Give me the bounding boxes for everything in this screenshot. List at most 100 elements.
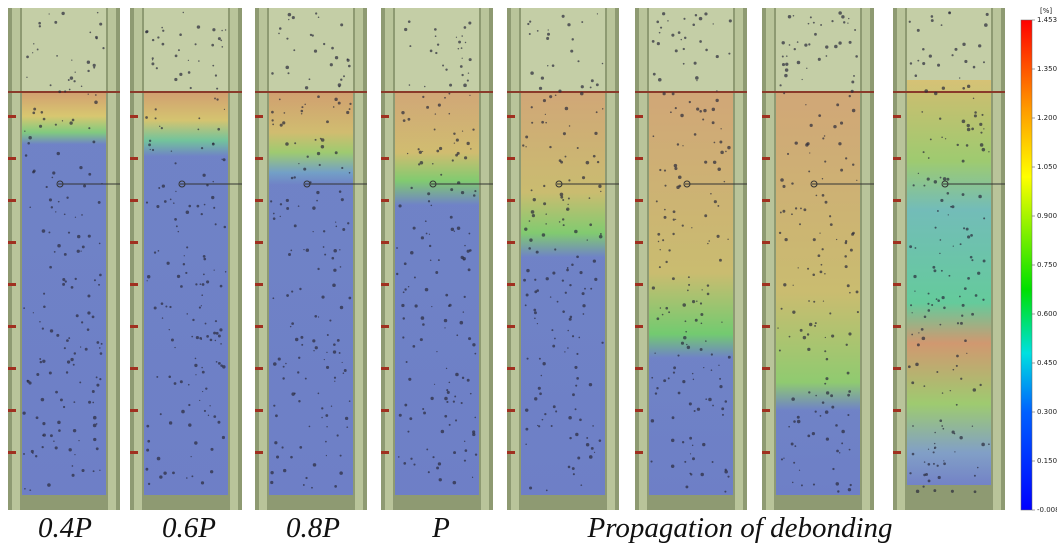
speckle xyxy=(156,205,159,208)
speckle xyxy=(547,65,548,66)
speckle xyxy=(171,338,174,341)
speckle xyxy=(47,483,51,487)
speckle xyxy=(699,17,703,21)
speckle xyxy=(964,339,967,342)
speckle xyxy=(654,353,655,354)
speckle xyxy=(310,34,312,36)
speckle xyxy=(934,443,935,444)
speckle xyxy=(327,334,329,336)
speckle xyxy=(55,211,56,212)
speckle xyxy=(841,430,845,434)
speckle xyxy=(438,259,440,261)
speckle xyxy=(545,114,546,115)
speckle xyxy=(797,416,800,419)
speckle-area xyxy=(395,8,479,92)
speckle xyxy=(50,434,53,437)
speckle xyxy=(169,306,171,308)
speckle xyxy=(826,55,828,57)
speckle xyxy=(695,319,698,322)
scale-mark xyxy=(8,451,16,454)
speckle xyxy=(799,223,801,225)
speckle xyxy=(408,286,409,287)
speckle xyxy=(567,330,569,332)
speckle xyxy=(562,199,564,201)
speckle xyxy=(36,416,39,419)
speckle xyxy=(202,283,205,286)
speckle xyxy=(218,362,221,365)
speckle xyxy=(300,336,303,339)
speckle xyxy=(159,126,160,127)
speckle xyxy=(180,285,183,288)
speckle xyxy=(39,321,41,323)
speckle xyxy=(539,87,542,90)
speckle xyxy=(69,89,71,91)
speckle xyxy=(943,177,947,181)
speckle xyxy=(154,307,157,310)
speckle xyxy=(326,352,327,353)
speckle xyxy=(323,230,325,232)
speckle xyxy=(309,426,311,428)
speckle xyxy=(983,260,986,263)
speckle xyxy=(983,217,985,219)
speckle xyxy=(555,94,557,96)
speckle xyxy=(316,200,318,202)
speckle xyxy=(694,133,697,136)
speckle xyxy=(148,143,151,146)
speckle xyxy=(286,38,288,40)
speckle xyxy=(181,410,185,414)
speckle xyxy=(795,141,798,144)
speckle xyxy=(809,323,812,326)
speckle xyxy=(821,264,823,266)
speckle xyxy=(318,393,320,395)
speckle xyxy=(980,132,982,134)
scale-mark xyxy=(507,409,515,412)
speckle xyxy=(978,44,981,47)
speckle xyxy=(975,294,978,297)
speckle xyxy=(461,191,464,194)
speckle xyxy=(285,66,289,70)
speckle xyxy=(855,55,858,58)
speckle xyxy=(97,12,99,14)
speckle xyxy=(597,161,599,163)
speckle xyxy=(70,76,73,79)
speckle xyxy=(183,263,185,265)
speckle xyxy=(288,13,292,17)
speckle xyxy=(552,64,555,67)
speckle xyxy=(568,416,572,420)
speckle xyxy=(818,254,821,257)
speckle xyxy=(444,397,448,401)
speckle xyxy=(455,154,458,157)
speckle xyxy=(835,424,838,427)
speckle xyxy=(569,318,572,321)
speckle xyxy=(439,147,442,150)
speckle xyxy=(678,185,681,188)
speckle xyxy=(439,478,442,481)
speckle xyxy=(959,436,962,439)
speckle xyxy=(312,206,315,209)
speckle xyxy=(941,270,943,272)
speckle xyxy=(205,323,207,325)
speckle xyxy=(948,11,951,14)
speckle xyxy=(324,254,326,256)
speckle xyxy=(54,251,56,253)
speckle xyxy=(80,250,81,251)
speckle xyxy=(335,151,338,154)
speckle xyxy=(848,18,849,19)
speckle xyxy=(318,17,320,19)
speckle xyxy=(950,390,951,391)
speckle xyxy=(185,272,187,274)
scale-mark xyxy=(255,451,263,454)
speckle xyxy=(444,415,447,418)
speckle xyxy=(437,43,439,45)
speckle xyxy=(456,37,457,38)
speckle xyxy=(404,404,407,407)
speckle xyxy=(224,226,227,229)
speckle xyxy=(219,328,222,331)
speckle xyxy=(349,103,351,105)
speckle xyxy=(688,284,690,286)
scale-mark xyxy=(507,325,515,328)
speckle xyxy=(845,157,847,159)
speckle xyxy=(957,322,959,324)
speckle xyxy=(436,150,439,153)
speckle xyxy=(435,35,437,37)
